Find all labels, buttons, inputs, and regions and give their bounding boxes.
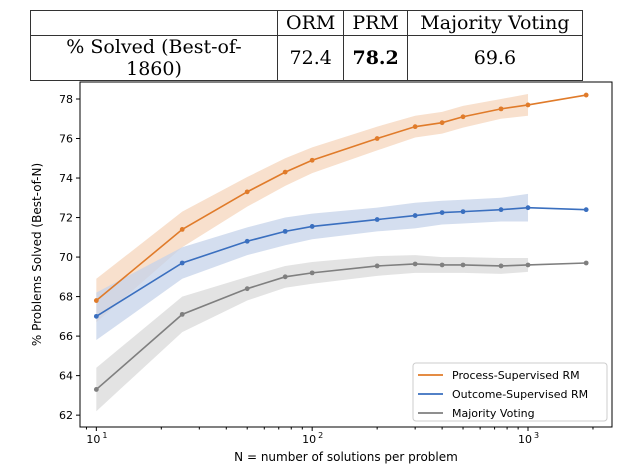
data-point [374,217,380,222]
y-tick-label: 74 [59,172,73,185]
data-point [374,263,380,269]
confidence-band-1 [96,193,529,341]
value-prm: 78.2 [343,35,408,81]
data-point [498,263,504,269]
data-point [525,205,531,211]
data-point [439,120,445,126]
legend: Process-Supervised RM Outcome-Supervised … [412,362,608,422]
y-tick-label: 62 [59,409,73,422]
data-point [282,228,288,234]
series-line-1 [95,206,587,318]
data-point [93,387,99,392]
data-point [412,213,418,218]
x-axis-label: N = number of solutions per problem [234,450,458,464]
plot-frame [79,81,613,428]
data-point [525,262,531,268]
data-point [525,102,531,108]
x-tick-label: 10 [302,433,316,446]
series-line-2 [95,262,587,391]
data-point [460,209,466,215]
data-point [460,262,466,268]
legend-box [412,362,608,422]
x-tick-exponent: 1 [102,431,107,440]
data-point [244,238,250,244]
data-point [282,274,288,280]
y-tick-label: 68 [59,291,73,304]
y-axis-label: % Problems Solved (Best-of-N) [30,163,44,346]
data-point [439,262,445,268]
data-point [460,114,466,120]
data-point [244,286,250,292]
data-point [412,261,418,267]
table-row: % Solved (Best-of-1860) 72.4 78.2 69.6 [30,35,583,81]
data-point [412,124,418,130]
data-point [282,169,288,175]
data-point [374,136,380,141]
legend-label: Majority Voting [452,407,535,420]
data-point [583,260,589,266]
y-tick-label: 78 [59,93,73,106]
data-point [93,313,99,319]
data-point [309,270,315,276]
results-table: ORM PRM Majority Voting % Solved (Best-o… [30,10,583,81]
data-point [309,157,315,163]
x-tick-exponent: 3 [534,431,539,440]
data-point [583,92,589,98]
data-point [498,106,504,112]
data-point [179,260,185,266]
confidence-band-0 [96,94,529,323]
confidence-band-2 [96,255,529,412]
data-point [93,298,99,303]
data-point [439,210,445,216]
y-tick-label: 76 [59,133,73,146]
value-orm: 72.4 [276,35,345,81]
data-point [498,207,504,213]
legend-label: Process-Supervised RM [452,369,580,382]
data-point [179,311,185,317]
x-tick-label: 10 [518,433,532,446]
y-tick-label: 72 [59,212,73,225]
y-tick-label: 70 [59,251,73,264]
y-tick-label: 66 [59,330,73,343]
value-majority-voting: 69.6 [406,35,583,81]
data-point [179,227,185,232]
legend-label: Outcome-Supervised RM [452,388,588,401]
y-tick-label: 64 [59,370,73,383]
data-point [309,224,315,229]
x-tick-label: 10 [86,433,100,446]
data-point [244,189,250,195]
series-line-0 [95,94,587,302]
header-majority-voting: Majority Voting [406,10,583,36]
x-tick-exponent: 2 [318,431,323,440]
data-point [583,207,589,213]
